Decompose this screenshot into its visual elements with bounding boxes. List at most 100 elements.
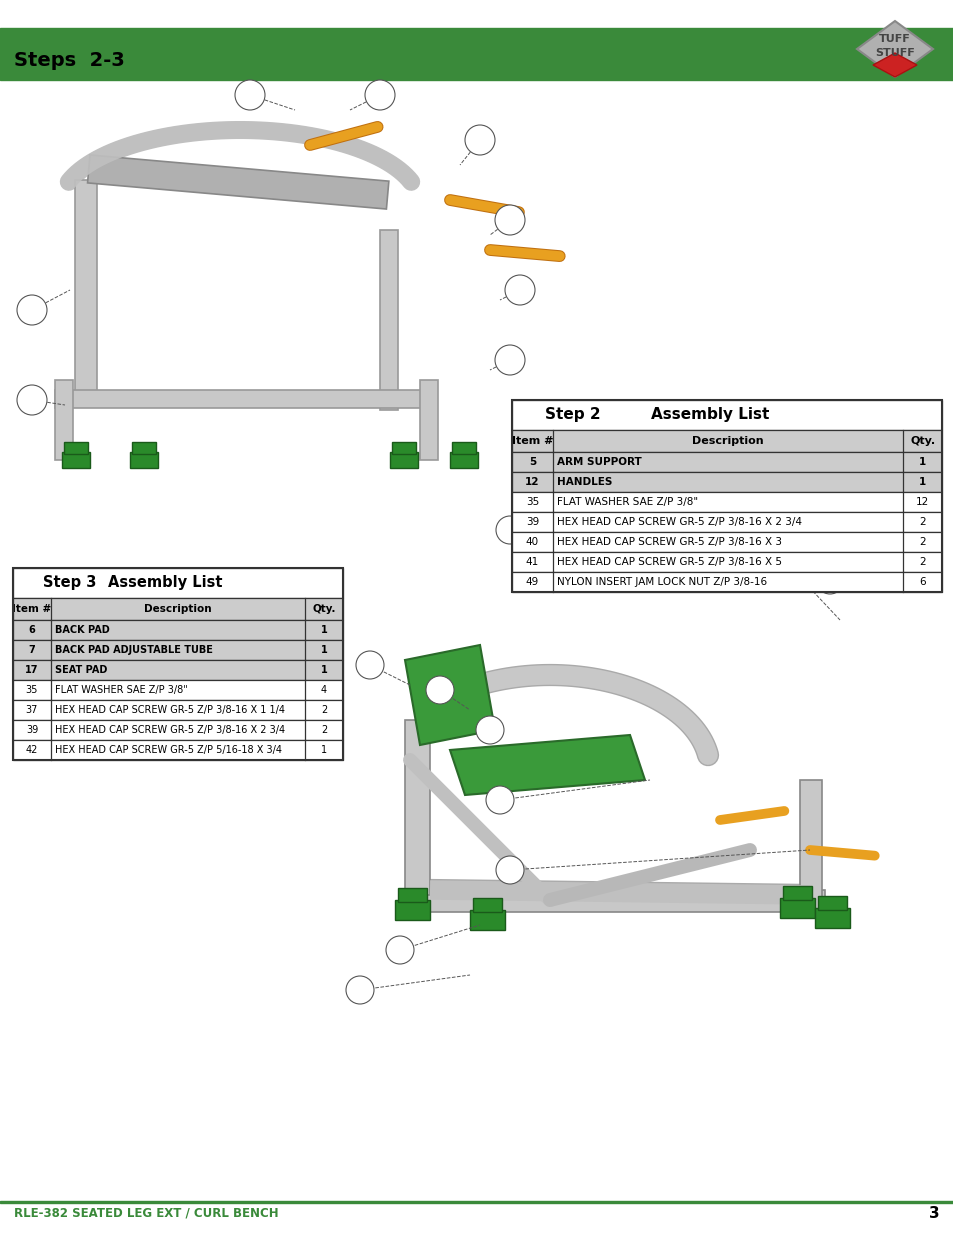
Bar bbox=[13, 620, 343, 640]
Bar bbox=[512, 430, 941, 452]
Circle shape bbox=[496, 516, 523, 543]
Text: 2: 2 bbox=[919, 517, 925, 527]
Polygon shape bbox=[740, 510, 809, 558]
Text: 2: 2 bbox=[320, 705, 327, 715]
Text: HEX HEAD CAP SCREW GR-5 Z/P 3/8-16 X 5: HEX HEAD CAP SCREW GR-5 Z/P 3/8-16 X 5 bbox=[557, 557, 781, 567]
Circle shape bbox=[464, 125, 495, 156]
Text: 37: 37 bbox=[26, 705, 38, 715]
Bar bbox=[55, 380, 73, 459]
Bar bbox=[397, 888, 427, 902]
Text: 39: 39 bbox=[525, 517, 538, 527]
Text: 1: 1 bbox=[918, 477, 925, 487]
Bar bbox=[88, 156, 389, 209]
Text: 40: 40 bbox=[525, 537, 538, 547]
Text: 12: 12 bbox=[524, 477, 539, 487]
Text: 1: 1 bbox=[320, 745, 327, 755]
Circle shape bbox=[485, 785, 514, 814]
Circle shape bbox=[17, 385, 47, 415]
Bar bbox=[0, 73, 953, 80]
Bar bbox=[512, 492, 941, 513]
Text: HEX HEAD CAP SCREW GR-5 Z/P 3/8-16 X 1 1/4: HEX HEAD CAP SCREW GR-5 Z/P 3/8-16 X 1 1… bbox=[55, 705, 285, 715]
Polygon shape bbox=[856, 21, 932, 77]
Bar bbox=[419, 380, 437, 459]
Text: Assembly List: Assembly List bbox=[651, 408, 769, 422]
Text: 39: 39 bbox=[26, 725, 38, 735]
Text: 2: 2 bbox=[919, 557, 925, 567]
Bar bbox=[473, 898, 501, 911]
Text: 3: 3 bbox=[928, 1205, 939, 1220]
Text: Description: Description bbox=[692, 436, 763, 446]
Circle shape bbox=[386, 936, 414, 965]
Bar bbox=[395, 900, 430, 920]
Bar bbox=[392, 442, 416, 454]
Circle shape bbox=[234, 80, 265, 110]
Text: SEAT PAD: SEAT PAD bbox=[55, 664, 107, 676]
Bar bbox=[470, 910, 504, 930]
Bar bbox=[0, 35, 953, 73]
Text: HEX HEAD CAP SCREW GR-5 Z/P 5/16-18 X 3/4: HEX HEAD CAP SCREW GR-5 Z/P 5/16-18 X 3/… bbox=[55, 745, 282, 755]
Bar bbox=[782, 885, 811, 900]
Text: BACK PAD ADJUSTABLE TUBE: BACK PAD ADJUSTABLE TUBE bbox=[55, 645, 213, 655]
Text: Description: Description bbox=[144, 604, 212, 614]
Text: RLE-382 SEATED LEG EXT / CURL BENCH: RLE-382 SEATED LEG EXT / CURL BENCH bbox=[14, 1207, 278, 1219]
Text: TUFF: TUFF bbox=[879, 35, 910, 44]
Circle shape bbox=[476, 716, 503, 743]
Circle shape bbox=[495, 205, 524, 235]
Bar bbox=[512, 400, 941, 592]
Bar bbox=[512, 452, 941, 472]
Text: 35: 35 bbox=[26, 685, 38, 695]
Text: STUFF: STUFF bbox=[874, 48, 914, 58]
Circle shape bbox=[504, 275, 535, 305]
Bar bbox=[0, 1200, 953, 1203]
Text: 1: 1 bbox=[918, 457, 925, 467]
Text: FLAT WASHER SAE Z/P 3/8": FLAT WASHER SAE Z/P 3/8" bbox=[55, 685, 188, 695]
Circle shape bbox=[495, 345, 524, 375]
Text: 49: 49 bbox=[525, 577, 538, 587]
Bar bbox=[512, 572, 941, 592]
Bar bbox=[379, 230, 397, 410]
Bar bbox=[13, 659, 343, 680]
Bar bbox=[817, 897, 846, 910]
Circle shape bbox=[426, 676, 454, 704]
Text: 42: 42 bbox=[26, 745, 38, 755]
Text: FLAT WASHER SAE Z/P 3/8": FLAT WASHER SAE Z/P 3/8" bbox=[557, 496, 698, 508]
Text: HANDLES: HANDLES bbox=[557, 477, 612, 487]
Text: Qty.: Qty. bbox=[312, 604, 335, 614]
Text: 17: 17 bbox=[25, 664, 39, 676]
Bar bbox=[814, 908, 849, 927]
Bar bbox=[130, 452, 158, 468]
Bar bbox=[13, 568, 343, 598]
Text: Step 3: Step 3 bbox=[43, 576, 96, 590]
Bar bbox=[0, 28, 953, 35]
Circle shape bbox=[17, 295, 47, 325]
Bar bbox=[13, 598, 343, 620]
Text: 12: 12 bbox=[915, 496, 928, 508]
Text: HEX HEAD CAP SCREW GR-5 Z/P 3/8-16 X 2 3/4: HEX HEAD CAP SCREW GR-5 Z/P 3/8-16 X 2 3… bbox=[557, 517, 801, 527]
Bar bbox=[13, 720, 343, 740]
Bar bbox=[62, 452, 90, 468]
Bar bbox=[132, 442, 156, 454]
Text: 1: 1 bbox=[320, 625, 327, 635]
Bar bbox=[405, 720, 430, 895]
Bar bbox=[13, 680, 343, 700]
Circle shape bbox=[855, 526, 883, 555]
Text: Assembly List: Assembly List bbox=[108, 576, 222, 590]
Text: BACK PAD: BACK PAD bbox=[55, 625, 110, 635]
Bar bbox=[13, 700, 343, 720]
Bar bbox=[55, 390, 435, 408]
Text: Step 2: Step 2 bbox=[544, 408, 599, 422]
Text: Item #: Item # bbox=[511, 436, 553, 446]
Text: 1: 1 bbox=[320, 645, 327, 655]
Text: 5: 5 bbox=[528, 457, 536, 467]
Bar bbox=[512, 472, 941, 492]
Bar bbox=[13, 740, 343, 760]
Text: HEX HEAD CAP SCREW GR-5 Z/P 3/8-16 X 2 3/4: HEX HEAD CAP SCREW GR-5 Z/P 3/8-16 X 2 3… bbox=[55, 725, 285, 735]
Text: 7: 7 bbox=[29, 645, 35, 655]
Text: 2: 2 bbox=[320, 725, 327, 735]
Bar bbox=[800, 781, 821, 915]
Circle shape bbox=[355, 651, 384, 679]
Bar bbox=[512, 532, 941, 552]
Text: HEX HEAD CAP SCREW GR-5 Z/P 3/8-16 X 3: HEX HEAD CAP SCREW GR-5 Z/P 3/8-16 X 3 bbox=[557, 537, 781, 547]
Bar bbox=[13, 640, 343, 659]
Text: 1: 1 bbox=[320, 664, 327, 676]
